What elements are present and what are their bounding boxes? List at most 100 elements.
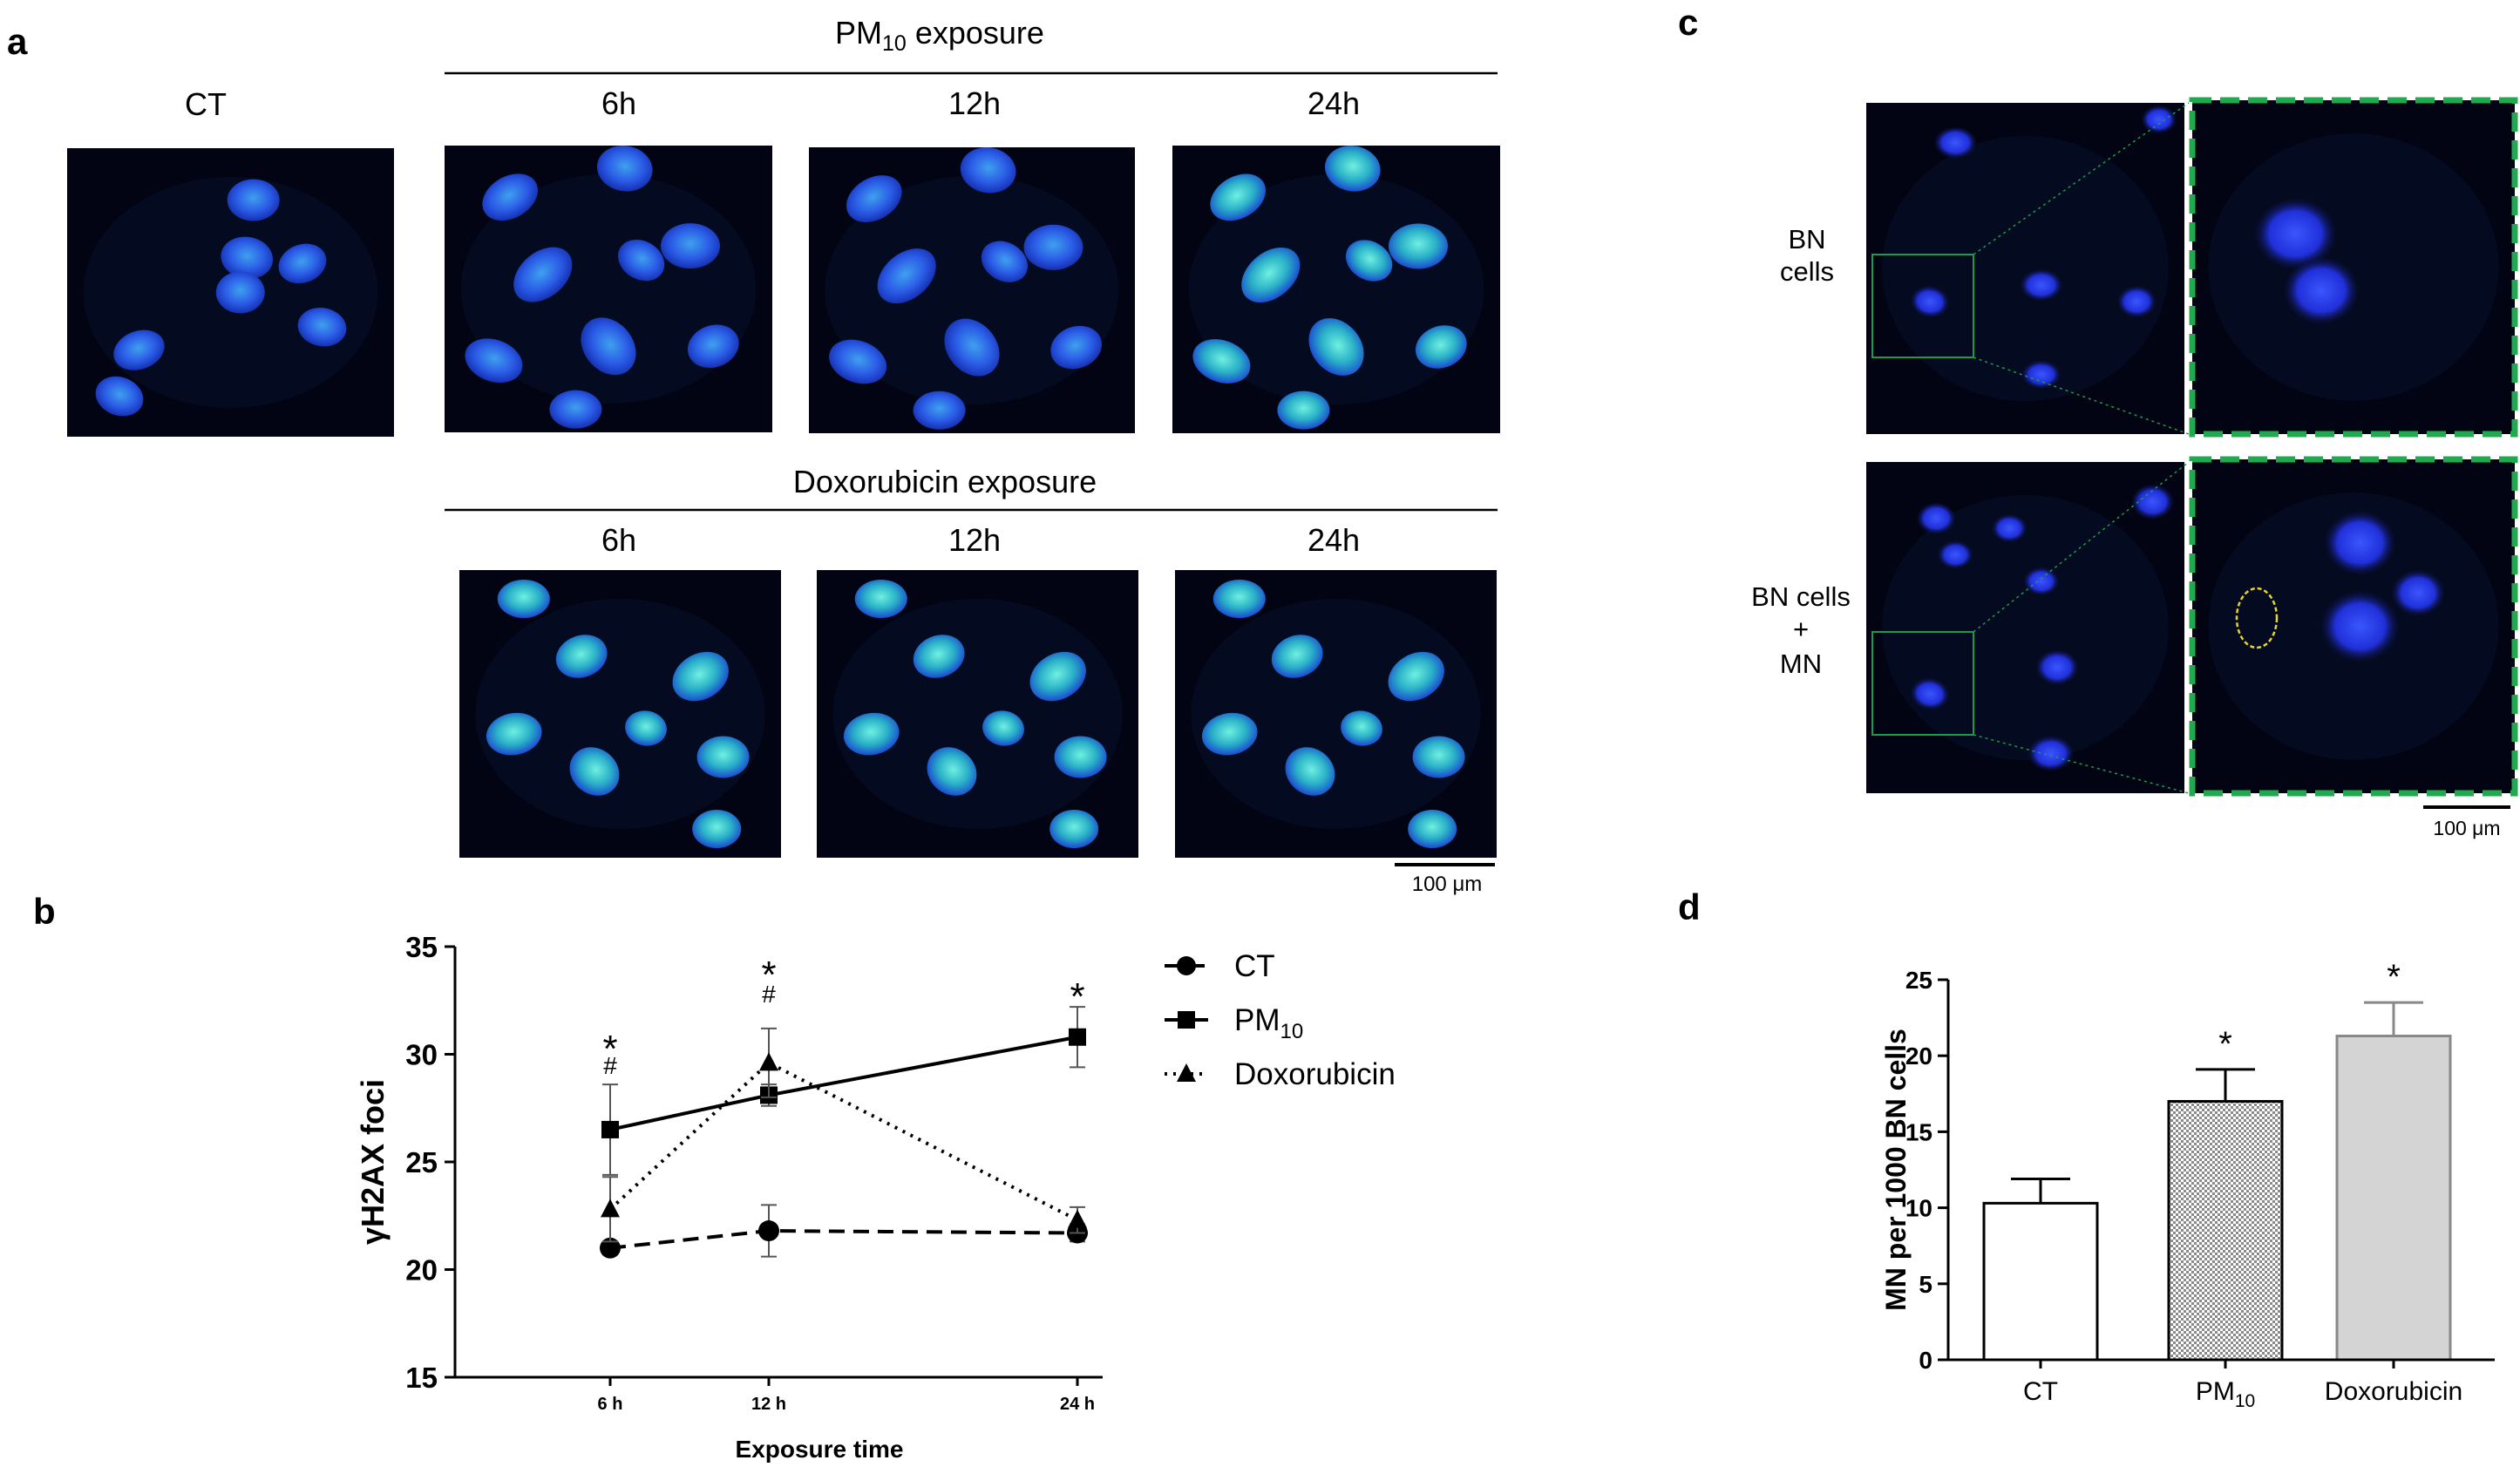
- bn-cells-zoom-box: [1871, 254, 1974, 358]
- nucleus: [215, 271, 265, 314]
- nucleus: [1308, 318, 1364, 376]
- panel-letter-a: a: [7, 21, 28, 62]
- nucleus: [482, 173, 538, 221]
- nucleus: [2036, 649, 2078, 685]
- b-point-circle: [600, 1237, 621, 1259]
- row2-label-line3: MN: [1780, 649, 1822, 679]
- micrograph-dox-3: [1175, 570, 1497, 858]
- row1-label-line2: cells: [1780, 256, 1834, 287]
- d-y-axis-label: MN per 1000 BN cells: [1880, 1029, 1912, 1311]
- dox-exposure-header: Doxorubicin exposure: [793, 464, 1097, 499]
- b-point-triangle: [601, 1199, 620, 1218]
- nucleus: [1917, 502, 1956, 534]
- nucleus: [2285, 257, 2358, 324]
- panel-letter-b: b: [33, 891, 56, 932]
- nucleus: [113, 329, 165, 370]
- d-bar: [2335, 1035, 2452, 1362]
- chart-d-micronuclei: CT * PM10 * Doxorubicin 0 5 10 15 20 25 MN per 1000…: [1880, 958, 2495, 1411]
- b-legend-label: Doxorubicin: [1234, 1057, 1396, 1091]
- d-x-tick-label: Doxorubicin: [2325, 1377, 2462, 1406]
- scale-bar-c-label: 100 μm: [2433, 817, 2500, 839]
- b-significance-mark: #: [762, 981, 776, 1008]
- nucleus: [687, 324, 739, 369]
- nucleus: [981, 241, 1029, 282]
- nucleus: [2321, 591, 2399, 662]
- b-y-tick-label: 25: [405, 1146, 438, 1178]
- dox-time-label: 6h: [601, 522, 636, 558]
- nucleus: [1934, 126, 1977, 159]
- d-y-tick-label: 15: [1905, 1118, 1932, 1145]
- b-x-axis-label: Exposure time: [736, 1436, 904, 1463]
- nucleus: [1241, 247, 1301, 303]
- micrograph-dox-1: [459, 570, 781, 858]
- panel-a: CT PM10 exposure 6h 12h 24h Doxorubicin ex…: [67, 15, 1500, 896]
- d-y-tick-label: 25: [1905, 967, 1932, 994]
- nucleus: [581, 317, 636, 376]
- nucleus: [2325, 511, 2395, 574]
- nucleus: [1345, 240, 1393, 282]
- micrograph-ct: [67, 148, 394, 437]
- micrograph-bn-cells-zoom: [2189, 97, 2518, 438]
- b-x-tick-label: 12 h: [751, 1395, 786, 1414]
- b-y-tick-label: 15: [405, 1362, 438, 1394]
- b-series-line: [609, 1229, 1078, 1250]
- nucleus: [854, 580, 907, 618]
- micrograph-bn-cells: [1866, 103, 2184, 434]
- chart-b-gamma-h2ax: 15 20 25 30 35 6 h 12 h 24 h Exposure time γH2AX …: [355, 931, 1396, 1463]
- pm-time-labels: 6h 12h 24h: [601, 85, 1360, 121]
- nucleus: [1212, 580, 1266, 618]
- b-point-triangle: [759, 1052, 778, 1071]
- micronucleus-marker: [2235, 587, 2279, 649]
- nucleus: [1271, 635, 1323, 678]
- nucleus: [2141, 105, 2177, 133]
- d-y-tick-label: 20: [1905, 1043, 1932, 1070]
- b-series-line: [608, 1060, 1078, 1222]
- nucleus: [513, 247, 573, 302]
- nucleus: [549, 390, 602, 429]
- nucleus: [569, 747, 620, 796]
- pm-time-label: 12h: [948, 85, 1001, 121]
- micrograph-pm-3: [1172, 146, 1500, 433]
- nucleus: [1023, 224, 1083, 270]
- nucleus: [1050, 325, 1103, 370]
- nucleus: [2131, 484, 2174, 520]
- b-significance-mark: *: [761, 954, 776, 996]
- pm-exposure-header: PM10 exposure: [835, 15, 1044, 56]
- micrographs-a: [67, 146, 1500, 858]
- nucleus: [843, 712, 900, 756]
- nucleus: [2028, 736, 2074, 771]
- nucleus: [1277, 391, 1330, 430]
- b-point-square: [601, 1120, 619, 1138]
- nucleus: [913, 635, 965, 678]
- micrograph-bn-mn: [1866, 462, 2184, 793]
- nucleus: [1201, 712, 1258, 756]
- nucleus: [1029, 651, 1086, 702]
- nucleus: [1938, 540, 1973, 569]
- nucleus: [696, 736, 750, 778]
- nucleus: [960, 147, 1016, 194]
- nucleus: [2020, 269, 2062, 301]
- nucleus: [617, 239, 665, 282]
- nucleus: [661, 223, 720, 269]
- nucleus: [2255, 199, 2336, 269]
- nucleus: [944, 318, 1000, 377]
- ct-label: CT: [185, 86, 227, 122]
- d-x-tick-label: CT: [2023, 1377, 2058, 1406]
- d-y-tick-label: 0: [1919, 1347, 1932, 1374]
- row2-label-line2: +: [1793, 614, 1809, 644]
- d-y-tick-label: 5: [1919, 1271, 1932, 1298]
- nucleus: [1285, 747, 1335, 796]
- micrograph-bn-mn-zoom: [2189, 456, 2518, 797]
- nucleus: [1911, 285, 1949, 318]
- nucleus: [1192, 339, 1251, 384]
- panel-letter-c: c: [1678, 2, 1698, 43]
- b-legend-entry: Doxorubicin: [1165, 1057, 1396, 1091]
- b-y-tick-label: 20: [405, 1254, 438, 1287]
- d-x-tick-label: PM10: [2196, 1377, 2255, 1411]
- pm-time-label: 6h: [601, 85, 636, 121]
- nucleus: [1415, 325, 1467, 369]
- nucleus: [1054, 736, 1107, 778]
- b-legend-label: PM10: [1234, 1003, 1303, 1043]
- d-bar: [1982, 1201, 2099, 1362]
- nucleus: [1408, 810, 1457, 848]
